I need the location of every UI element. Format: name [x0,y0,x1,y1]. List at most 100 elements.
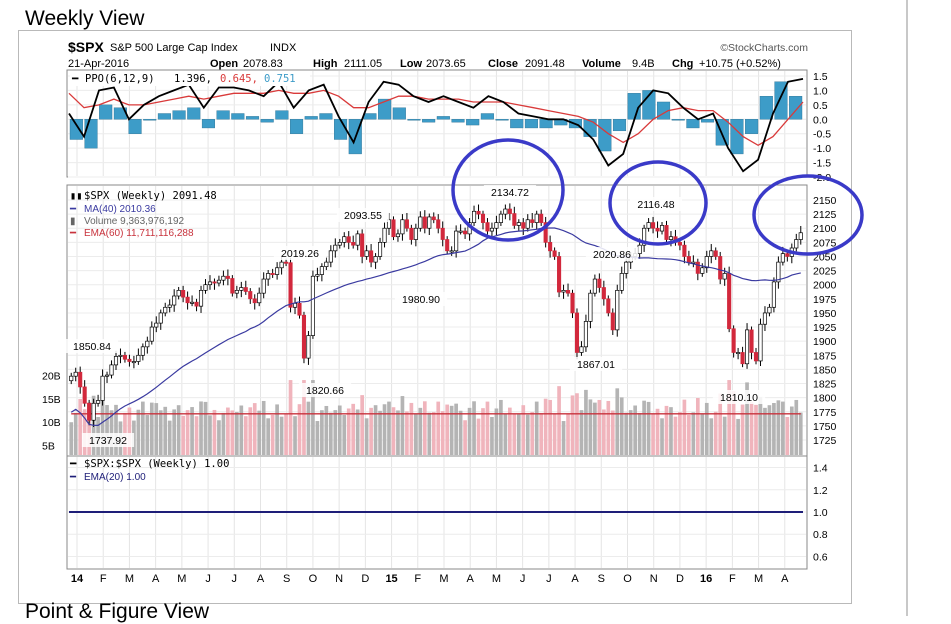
candle-down [436,219,441,229]
candle-up [798,232,803,240]
price-data-label: 1980.90 [402,294,440,306]
candle-up [131,361,136,364]
candle-up [207,281,213,286]
candle-up [306,335,311,359]
volume-bar [212,409,217,455]
price-label-bg [273,246,327,260]
volume-bar [396,410,400,455]
candle-down [682,244,687,257]
ratio-legend-label: $SPX:$SPX (Weekly) 1.00 [84,458,229,470]
volume-bar [704,402,709,455]
candle-up [583,321,588,348]
ppo-legend-label: PPO(6,12,9) [85,73,155,85]
candle-down [297,302,302,316]
x-tick-label: O [623,573,632,585]
volume-bar [798,412,803,455]
volume-bar [82,409,87,455]
ppo-histogram-bar [363,113,377,120]
open-label: Open [210,58,238,70]
volume-bar [328,412,333,455]
x-tick-label: M [439,573,448,585]
high-label: High [313,58,338,70]
x-tick-label: F [729,573,736,585]
candle-up [498,213,503,223]
ema60-legend-label: EMA(60) 11,711,116,288 [84,228,194,239]
volume-bar [682,399,687,455]
volume-bar [288,380,293,455]
candle-up [176,290,181,297]
volume-bar [678,412,682,455]
candle-up [794,239,799,249]
candle-up [516,222,521,226]
volume-bar [239,405,244,455]
volume-bar [472,401,476,455]
volume-bar [252,403,257,455]
volume-bar [566,413,570,455]
candle-up [561,290,566,293]
volume-bar [221,412,226,455]
candle-down [785,253,790,257]
candle-up [471,210,477,223]
candle-down [552,250,557,257]
index-name: S&P 500 Large Cap Index [110,42,238,54]
candle-down [225,275,230,279]
candle-down [539,213,544,223]
candle-up [767,306,772,314]
ppo-y-tick: -1.5 [813,158,831,170]
candle-down [610,312,615,331]
volume-bar [646,401,651,455]
ma40-line [70,227,801,427]
volume-bar [749,401,754,455]
candle-down [565,290,571,294]
candle-up [91,402,96,421]
volume-bar [593,402,597,455]
volume-bar [114,404,118,455]
high-value: 2111.05 [344,58,382,70]
volume-bar [422,401,427,455]
ppo-legend-value: 1.396, [174,73,212,85]
volume-bar [503,413,508,455]
candle-down [731,328,736,353]
x-tick-label: A [467,573,475,585]
candle-up [722,273,727,280]
ppo-histogram-bar [480,113,494,120]
ppo-histogram-bar [436,116,450,120]
volume-bar [315,421,320,455]
volume-bar [490,416,494,455]
candle-up [418,216,423,229]
ppo-histogram-bar [304,116,318,120]
volume-bar [427,412,432,455]
price-data-label: 1737.92 [89,435,127,447]
volume-bar [601,409,606,455]
volume-bar [158,410,163,455]
highlight-circle-1 [451,138,565,242]
candle-up [158,312,163,324]
candle-up [413,227,418,240]
candle-up [140,346,145,356]
candle-up [172,295,177,306]
ppo-histogram-bar [407,119,421,121]
volume-bar [203,401,208,455]
candle-up [216,279,221,284]
ppo-histogram-bar [260,119,274,123]
x-tick-label: D [361,573,369,585]
volume-bar [261,400,266,455]
ma-legend-marker: ━ [69,204,77,215]
x-tick-label: J [205,573,211,585]
volume-bar [485,401,490,455]
ratio-legend-marker: ━ [69,458,77,470]
price-data-label: 2093.55 [344,210,382,222]
volume-bar [355,409,360,455]
volume-bar [405,411,409,455]
open-value: 2078.83 [243,58,283,70]
candle-down [548,242,553,252]
price-label-bg [394,292,448,306]
volume-bar [548,399,552,455]
candle-up [315,274,320,277]
ppo-histogram-bar [759,95,773,120]
price-label-bg [569,357,623,371]
price-legend-label: $SPX (Weekly) 2091.48 [84,190,217,202]
volume-bar [105,405,109,455]
volume-bar [597,399,602,455]
